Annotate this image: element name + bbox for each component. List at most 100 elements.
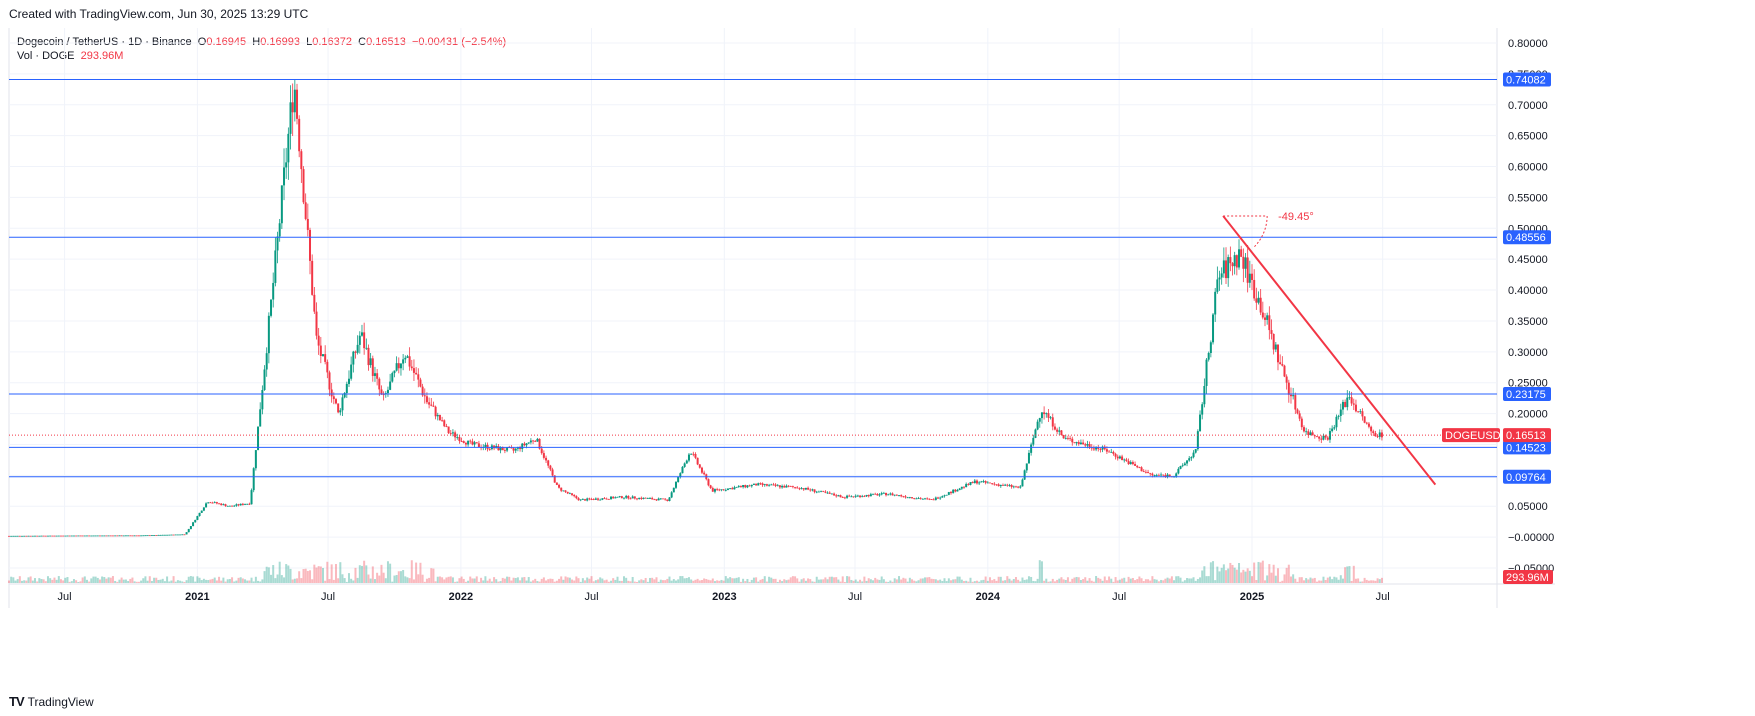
volume-bar <box>287 565 290 583</box>
level-price-text: 0.74082 <box>1506 75 1546 87</box>
candle-body <box>207 502 210 504</box>
volume-bar <box>142 578 145 583</box>
volume-bar <box>633 581 636 583</box>
volume-bar <box>1199 577 1202 583</box>
candle-body <box>438 414 441 421</box>
volume-bar <box>1136 579 1139 583</box>
candle-body <box>285 162 288 168</box>
volume-bar <box>908 577 911 583</box>
candle-body <box>1363 416 1366 423</box>
candle-body <box>865 494 868 497</box>
change-value: −0.00431 (−2.54%) <box>411 36 507 48</box>
volume-bar <box>982 579 985 583</box>
candle-body <box>1062 435 1065 439</box>
candle-body <box>408 356 411 367</box>
candle-body <box>237 504 240 506</box>
volume-bar <box>512 577 515 583</box>
candle-body <box>1168 474 1171 477</box>
volume-bar <box>939 579 942 583</box>
candle-body <box>943 495 946 497</box>
candle-body <box>1209 342 1212 354</box>
candle-body <box>839 495 842 498</box>
candle-body <box>724 489 727 491</box>
candle-body <box>887 494 890 496</box>
volume-bar <box>820 579 823 583</box>
candle-body <box>1283 365 1286 377</box>
volume-bar <box>850 579 853 583</box>
symbol-label[interactable]: Dogecoin / TetherUS · 1D · Binance <box>17 36 192 48</box>
volume-bar <box>153 577 156 583</box>
candle-body <box>906 497 909 499</box>
candle-body <box>679 473 682 477</box>
volume-bar <box>309 570 312 583</box>
volume-bar <box>581 578 584 583</box>
volume-bar <box>635 581 638 583</box>
candle-body <box>131 535 134 537</box>
price-chart[interactable]: 0.800000.750000.700000.650000.600000.550… <box>0 0 1755 690</box>
created-with-text: Created with TradingView.com, Jun 30, 20… <box>9 7 309 21</box>
candle-body <box>8 535 10 537</box>
candle-body <box>1257 297 1260 303</box>
volume-bar <box>1118 579 1121 583</box>
price-tick-label: 0.05000 <box>1508 501 1548 513</box>
candle-body <box>326 361 329 373</box>
volume-bar <box>644 577 647 583</box>
volume-bar <box>174 581 177 583</box>
candle-body <box>1077 442 1080 445</box>
volume-bar <box>163 581 166 583</box>
volume-bar <box>1179 577 1182 583</box>
trend-line[interactable] <box>1222 215 1437 486</box>
volume-bar <box>648 577 651 583</box>
volume-bar <box>1380 577 1383 583</box>
volume-bar <box>1287 564 1290 583</box>
candle-body <box>77 535 80 537</box>
candle-body <box>23 535 26 537</box>
candle-body <box>1043 412 1046 415</box>
candle-body <box>1365 422 1368 424</box>
volume-bar <box>1140 578 1143 583</box>
volume-bar <box>1062 579 1065 583</box>
candle-body <box>324 354 327 362</box>
volume-bar <box>521 577 524 583</box>
volume-bar <box>1160 579 1163 583</box>
candle-body <box>815 491 818 493</box>
volume-bar <box>235 580 238 583</box>
volume-bar <box>1263 580 1266 583</box>
volume-bar <box>441 577 444 583</box>
volume-bar <box>397 571 400 583</box>
candle-body <box>889 493 892 495</box>
volume-bar <box>800 579 803 583</box>
candle-body <box>475 442 478 444</box>
volume-label[interactable]: Vol · DOGE <box>17 50 75 62</box>
volume-bar <box>755 577 758 583</box>
volume-bar <box>445 577 448 583</box>
volume-bar <box>127 581 130 583</box>
volume-bar <box>44 581 47 583</box>
volume-bar <box>14 580 17 583</box>
volume-bar <box>304 568 307 583</box>
price-tick-label: 0.30000 <box>1508 347 1548 359</box>
volume-bar <box>79 581 82 583</box>
candle-body <box>1203 385 1206 405</box>
volume-bar <box>1244 571 1247 583</box>
candle-body <box>1095 447 1098 450</box>
volume-bar <box>1090 580 1093 583</box>
candle-body <box>1010 485 1013 488</box>
volume-bar <box>1175 576 1178 583</box>
candle-body <box>718 489 721 491</box>
volume-bar <box>765 581 768 583</box>
volume-bar <box>1255 580 1258 583</box>
tradingview-footer: TV TradingView <box>9 694 94 709</box>
volume-bar <box>161 578 164 583</box>
volume-bar <box>720 579 723 583</box>
candle-body <box>735 486 738 488</box>
volume-bar <box>1346 566 1349 583</box>
candle-body <box>1326 437 1329 440</box>
candle-body <box>683 463 686 467</box>
candle-body <box>677 476 680 482</box>
candle-body <box>209 502 212 504</box>
candle-body <box>1032 437 1035 445</box>
candle-body <box>92 535 95 537</box>
volume-bar <box>96 577 99 583</box>
candle-body <box>774 484 777 486</box>
